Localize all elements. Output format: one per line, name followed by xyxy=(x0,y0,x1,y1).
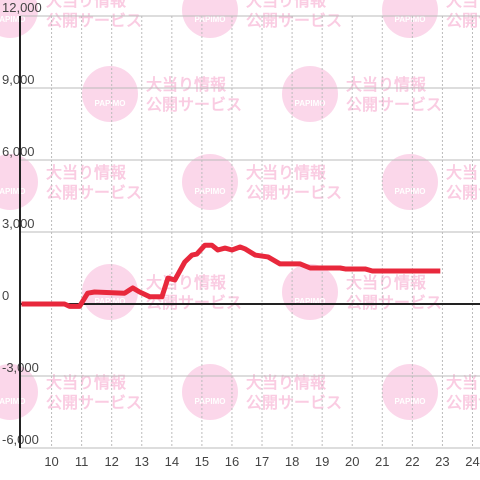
watermark-text: 公開サービス xyxy=(446,184,480,202)
data-line xyxy=(21,242,441,309)
watermark-text: 大当り情報 xyxy=(46,373,127,392)
watermark-text: 公開サービス xyxy=(246,12,342,30)
x-tick-label: 12 xyxy=(104,454,118,469)
watermark-circle xyxy=(182,0,238,38)
watermark: PAPIMO大当り情報公開サービスPAPIMO大当り情報公開サービスPAPIMO… xyxy=(0,0,480,420)
x-tick-label: 11 xyxy=(75,454,89,469)
watermark-brand: PAPIMO xyxy=(395,187,426,196)
watermark-circle xyxy=(0,0,38,38)
x-tick-label: 17 xyxy=(255,454,269,469)
x-tick-label: 15 xyxy=(195,454,209,469)
watermark-brand: PAPIMO xyxy=(195,397,226,406)
y-tick-label: 6,000 xyxy=(2,144,35,159)
watermark-text: 大当り情報 xyxy=(346,75,427,94)
x-tick-label: 18 xyxy=(285,454,299,469)
x-tick-label: 13 xyxy=(135,454,149,469)
x-tick-label: 16 xyxy=(225,454,239,469)
x-tick-label: 21 xyxy=(375,454,389,469)
watermark-text: 大当り情報 xyxy=(146,273,227,292)
watermark-text: 大当り情報 xyxy=(146,75,227,94)
watermark-brand: PAPIMO xyxy=(95,297,126,306)
watermark-text: 公開サービス xyxy=(46,12,142,30)
y-tick-label: 12,000 xyxy=(2,0,42,15)
watermark-circle xyxy=(382,154,438,210)
watermark-circle xyxy=(382,0,438,38)
x-tick-label: 22 xyxy=(405,454,419,469)
watermark-text: 大当り情報 xyxy=(446,373,480,392)
watermark-brand: PAPIMO xyxy=(0,397,25,406)
watermark-brand: PAPIMO xyxy=(195,187,226,196)
watermark-text: 大当り情報 xyxy=(446,0,480,10)
watermark-brand: PAPIMO xyxy=(395,15,426,24)
watermark-circle xyxy=(282,264,338,320)
watermark-text: 大当り情報 xyxy=(246,0,327,10)
x-tick-label: 24 xyxy=(465,454,479,469)
x-tick-label: 14 xyxy=(165,454,179,469)
watermark-text: 公開サービス xyxy=(446,394,480,412)
watermark-text: 大当り情報 xyxy=(346,273,427,292)
watermark-text: 大当り情報 xyxy=(46,163,127,182)
watermark-brand: PAPIMO xyxy=(195,15,226,24)
x-tick-label: 23 xyxy=(435,454,449,469)
watermark-brand: PAPIMO xyxy=(295,99,326,108)
watermark-text: 公開サービス xyxy=(346,96,442,114)
watermark-text: 公開サービス xyxy=(46,394,142,412)
watermark-circle xyxy=(382,364,438,420)
watermark-circle xyxy=(0,154,38,210)
watermark-brand: PAPIMO xyxy=(295,297,326,306)
watermark-text: 大当り情報 xyxy=(246,373,327,392)
watermark-brand: PAPIMO xyxy=(0,187,25,196)
watermark-text: 大当り情報 xyxy=(246,163,327,182)
watermark-circle xyxy=(182,364,238,420)
watermark-circle xyxy=(282,66,338,122)
watermark-circle xyxy=(0,364,38,420)
y-tick-label: 0 xyxy=(2,288,9,303)
watermark-text: 公開サービス xyxy=(246,394,342,412)
x-tick-label: 19 xyxy=(315,454,329,469)
y-tick-label: 9,000 xyxy=(2,72,35,87)
watermark-circle xyxy=(82,66,138,122)
watermark-text: 公開サービス xyxy=(146,96,242,114)
watermark-brand: PAPIMO xyxy=(395,397,426,406)
watermark-text: 大当り情報 xyxy=(46,0,127,10)
x-tick-label: 10 xyxy=(44,454,58,469)
x-tick-label: 20 xyxy=(345,454,359,469)
watermark-text: 大当り情報 xyxy=(446,163,480,182)
watermark-text: 公開サービス xyxy=(46,184,142,202)
y-tick-label: 3,000 xyxy=(2,216,35,231)
watermark-text: 公開サービス xyxy=(446,12,480,30)
watermark-circle xyxy=(182,154,238,210)
watermark-brand: PAPIMO xyxy=(0,15,25,24)
watermark-text: 公開サービス xyxy=(246,184,342,202)
watermark-brand: PAPIMO xyxy=(95,99,126,108)
